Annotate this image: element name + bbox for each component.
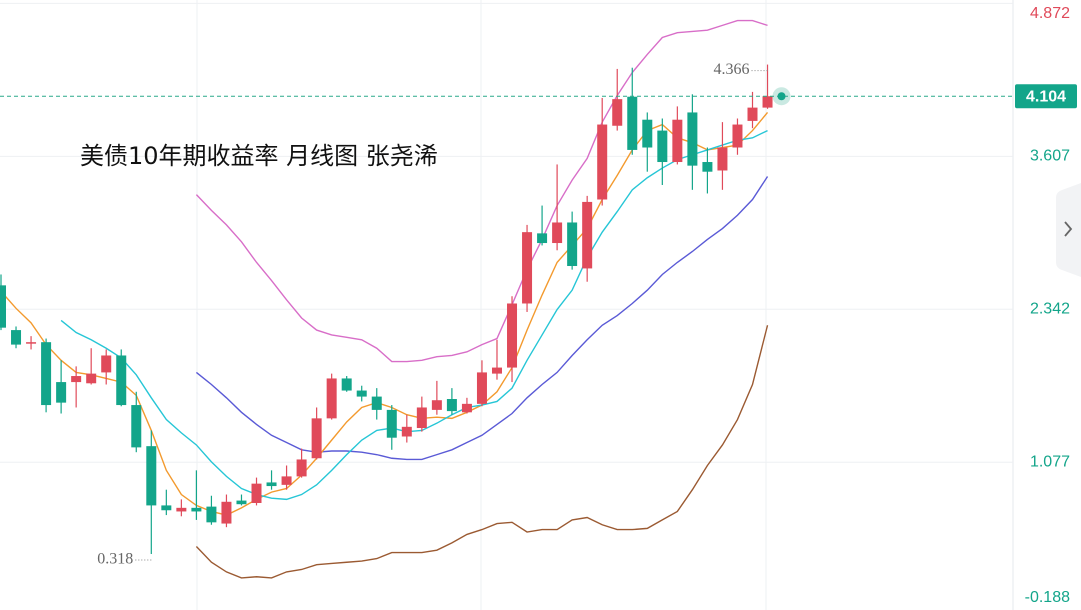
candle-body bbox=[507, 303, 518, 368]
candle-body bbox=[446, 399, 457, 412]
indicator-line bbox=[195, 176, 769, 461]
candle-body bbox=[266, 482, 277, 487]
candle-body bbox=[11, 330, 22, 345]
candle-body bbox=[146, 446, 157, 506]
y-tick-label: -0.188 bbox=[1025, 589, 1070, 606]
candle-body bbox=[311, 418, 322, 459]
candle-body bbox=[281, 476, 292, 485]
candle-body bbox=[236, 500, 247, 505]
candle-body bbox=[582, 201, 593, 269]
candle-body bbox=[762, 96, 773, 108]
chart-title: 美债10年期收益率 月线图 张尧浠 bbox=[80, 142, 438, 170]
y-tick-label: 1.077 bbox=[1030, 453, 1070, 470]
candle-body bbox=[71, 376, 82, 383]
candle-body bbox=[431, 400, 442, 410]
high-annotation: 4.366 bbox=[714, 61, 750, 78]
candle-body bbox=[401, 426, 412, 437]
indicator-line bbox=[195, 19, 768, 363]
candle-body bbox=[416, 407, 427, 429]
candle-body bbox=[341, 378, 352, 391]
candle-body bbox=[251, 483, 262, 503]
candle-body bbox=[371, 396, 382, 410]
candle-body bbox=[206, 506, 217, 523]
candle-body bbox=[386, 409, 397, 438]
candle-body bbox=[131, 405, 142, 448]
candle-body bbox=[702, 162, 713, 172]
y-tick-label: 2.342 bbox=[1030, 301, 1070, 318]
candle-body bbox=[191, 507, 202, 512]
candles bbox=[0, 64, 773, 555]
price-label-box bbox=[1015, 84, 1077, 109]
candle-body bbox=[101, 355, 112, 373]
candle-body bbox=[747, 107, 758, 121]
candle-body bbox=[116, 355, 127, 406]
candle-body bbox=[627, 96, 638, 150]
candle-body bbox=[657, 130, 668, 163]
candle-body bbox=[356, 390, 367, 397]
candle-body bbox=[161, 505, 172, 511]
candle-body bbox=[221, 501, 232, 524]
candle-body bbox=[717, 147, 728, 171]
indicator-lines bbox=[0, 19, 769, 579]
y-tick-label: 4.872 bbox=[1030, 5, 1070, 22]
candle-body bbox=[491, 367, 502, 374]
candle-body bbox=[86, 373, 97, 384]
candle-body bbox=[476, 372, 487, 404]
candle-body bbox=[567, 222, 578, 267]
candle-body bbox=[0, 285, 6, 328]
candle-body bbox=[537, 233, 548, 244]
candle-body bbox=[732, 124, 743, 148]
indicator-line bbox=[0, 112, 769, 516]
indicator-line bbox=[60, 129, 768, 501]
low-annotation: 0.318 bbox=[97, 551, 133, 568]
candle-body bbox=[552, 222, 563, 244]
candle-body bbox=[672, 119, 683, 163]
candle-body bbox=[522, 232, 533, 304]
overlay: 4.104 4.366 0.318 bbox=[0, 61, 1077, 568]
candle-body bbox=[642, 119, 653, 148]
candle-body bbox=[461, 403, 472, 413]
candle-body bbox=[612, 99, 623, 126]
candle-body bbox=[687, 112, 698, 166]
candle-body bbox=[41, 342, 52, 406]
y-tick-label: 3.607 bbox=[1030, 148, 1070, 165]
candle-body bbox=[296, 459, 307, 477]
candle-body bbox=[326, 378, 337, 419]
candle-body bbox=[176, 507, 187, 512]
grid bbox=[0, 2, 1013, 463]
side-tab[interactable] bbox=[1056, 183, 1081, 277]
candle-body bbox=[56, 382, 67, 403]
indicator-line bbox=[195, 325, 769, 579]
side-tab-arrow[interactable] bbox=[1064, 221, 1073, 237]
candle-body bbox=[26, 342, 37, 344]
candle-body bbox=[597, 124, 608, 200]
price-dot bbox=[777, 92, 786, 101]
price-label: 4.104 bbox=[1026, 88, 1066, 105]
